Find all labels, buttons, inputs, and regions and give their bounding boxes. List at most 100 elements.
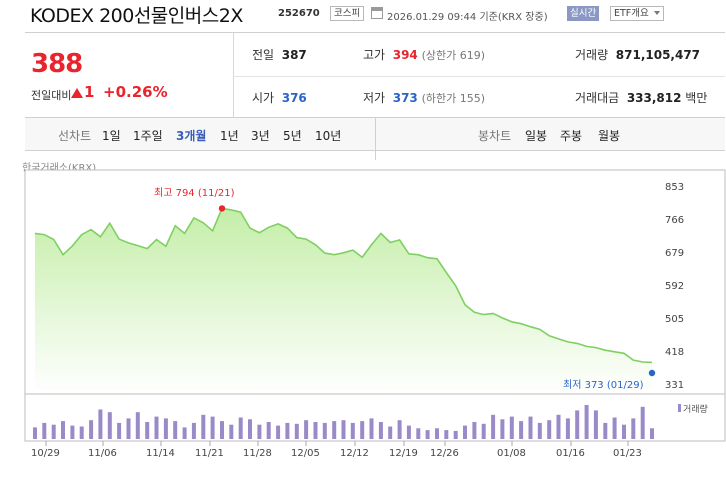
volume-bar bbox=[622, 424, 626, 439]
volume-bar bbox=[556, 414, 561, 439]
min-point bbox=[648, 369, 656, 377]
tab-monthly-candle[interactable]: 월봉 bbox=[598, 129, 621, 143]
volume-bar bbox=[425, 430, 430, 439]
tab-1day[interactable]: 1일 bbox=[102, 129, 121, 143]
volume-bar bbox=[612, 417, 617, 439]
y-tick-label: 679 bbox=[665, 248, 684, 259]
volume-bar bbox=[238, 417, 243, 439]
volume-series bbox=[33, 405, 654, 439]
volume-bar bbox=[472, 422, 477, 439]
volume-bar bbox=[360, 421, 365, 439]
volume-bar bbox=[453, 430, 458, 439]
price-line bbox=[34, 207, 653, 364]
volume-bar bbox=[276, 425, 281, 439]
realtime-button[interactable]: 실시간 bbox=[567, 6, 600, 21]
y-tick-label: 331 bbox=[665, 380, 684, 391]
volume-bar bbox=[332, 421, 337, 439]
x-tick-label: 01/08 bbox=[497, 448, 526, 459]
volume-bar bbox=[285, 422, 290, 439]
current-price: 388 bbox=[31, 49, 83, 79]
volume-bar bbox=[481, 423, 486, 439]
stock-code: 252670 bbox=[278, 8, 320, 19]
x-tick-label: 10/29 bbox=[31, 448, 60, 459]
volume-bar bbox=[341, 420, 346, 439]
y-tick-label: 418 bbox=[665, 347, 684, 358]
market-badge: 코스피 bbox=[330, 6, 365, 21]
x-tick-label: 11/14 bbox=[146, 448, 175, 459]
y-tick-label: 505 bbox=[665, 314, 684, 325]
y-tick-label: 592 bbox=[665, 281, 684, 292]
volume-bar bbox=[500, 419, 505, 439]
basis-text: 기준(KRX 장중) bbox=[479, 12, 548, 23]
volume-bar bbox=[435, 428, 439, 439]
x-tick-label: 12/05 bbox=[291, 448, 320, 459]
volume-bar bbox=[350, 422, 355, 439]
volume-bar bbox=[79, 426, 84, 439]
y-tick-label: 853 bbox=[665, 182, 684, 193]
x-tick-label: 01/16 bbox=[556, 448, 585, 459]
volume-bar bbox=[509, 416, 514, 439]
volume-bar bbox=[135, 412, 140, 439]
volume-bar bbox=[378, 422, 383, 439]
trading-amount: 거래대금 333,812 백만 bbox=[575, 91, 708, 105]
volume-bar bbox=[519, 421, 524, 439]
volume-legend-swatch bbox=[678, 404, 681, 412]
price-summary: 388 전일대비 1 +0.26% 전일 387 시가 376 고가 394 (… bbox=[25, 32, 725, 118]
line-chart-label: 선차트 bbox=[58, 129, 92, 143]
open-price: 시가 376 bbox=[252, 91, 307, 105]
tab-3month[interactable]: 3개월 bbox=[176, 129, 207, 143]
price-area-fill bbox=[35, 208, 652, 394]
prev-close: 전일 387 bbox=[252, 48, 307, 62]
volume-bar bbox=[640, 406, 645, 439]
tab-3year[interactable]: 3년 bbox=[251, 129, 270, 143]
volume-bar bbox=[182, 427, 187, 439]
volume-bar bbox=[126, 418, 131, 439]
volume: 거래량 871,105,477 bbox=[575, 48, 701, 62]
tab-5year[interactable]: 5년 bbox=[283, 129, 302, 143]
tab-1week[interactable]: 1주일 bbox=[133, 129, 163, 143]
volume-bar bbox=[210, 416, 215, 439]
x-tick-label: 12/26 bbox=[430, 448, 459, 459]
low-price: 저가 373 (하한가 155) bbox=[363, 91, 486, 105]
volume-bar bbox=[201, 414, 206, 439]
x-axis: 10/29 11/06 11/14 11/21 11/28 12/05 12/12 12/19… bbox=[31, 441, 642, 459]
arrow-up-icon bbox=[71, 88, 83, 98]
tab-1year[interactable]: 1년 bbox=[220, 129, 239, 143]
volume-bar bbox=[565, 418, 570, 439]
max-point bbox=[218, 205, 226, 212]
volume-bar bbox=[650, 428, 654, 439]
volume-bar bbox=[89, 420, 94, 439]
x-tick-label: 12/19 bbox=[389, 448, 418, 459]
volume-legend-label: 거래량 bbox=[683, 403, 708, 415]
volume-bar bbox=[593, 410, 598, 439]
y-axis: 853 766 679 592 505 418 331 bbox=[665, 182, 684, 391]
volume-bar bbox=[70, 425, 75, 439]
volume-bar bbox=[266, 422, 271, 439]
x-tick-label: 12/12 bbox=[340, 448, 369, 459]
etf-overview-dropdown[interactable]: ETF개요 bbox=[610, 6, 664, 21]
price-series bbox=[34, 207, 653, 394]
high-price: 고가 394 (상한가 619) bbox=[363, 48, 486, 62]
y-tick-label: 766 bbox=[665, 215, 684, 226]
volume-bar bbox=[220, 421, 224, 439]
volume-plot-frame bbox=[24, 393, 726, 442]
tab-weekly-candle[interactable]: 주봉 bbox=[560, 129, 583, 143]
volume-bar bbox=[444, 430, 449, 439]
x-tick-label: 11/06 bbox=[88, 448, 117, 459]
divider bbox=[375, 118, 376, 160]
volume-bar bbox=[584, 405, 589, 439]
tab-daily-candle[interactable]: 일봉 bbox=[525, 129, 548, 143]
chevron-down-icon bbox=[653, 11, 660, 15]
x-tick-label: 11/21 bbox=[195, 448, 224, 459]
page-title: KODEX 200선물인버스2X bbox=[30, 5, 243, 27]
volume-bar bbox=[248, 419, 252, 439]
volume-bar bbox=[163, 418, 168, 439]
volume-bar bbox=[61, 421, 65, 439]
volume-bar bbox=[369, 418, 374, 439]
volume-bar bbox=[575, 410, 580, 439]
volume-bar bbox=[528, 416, 533, 439]
volume-bar bbox=[397, 420, 402, 439]
tab-10year[interactable]: 10년 bbox=[315, 129, 342, 143]
divider bbox=[233, 76, 725, 77]
